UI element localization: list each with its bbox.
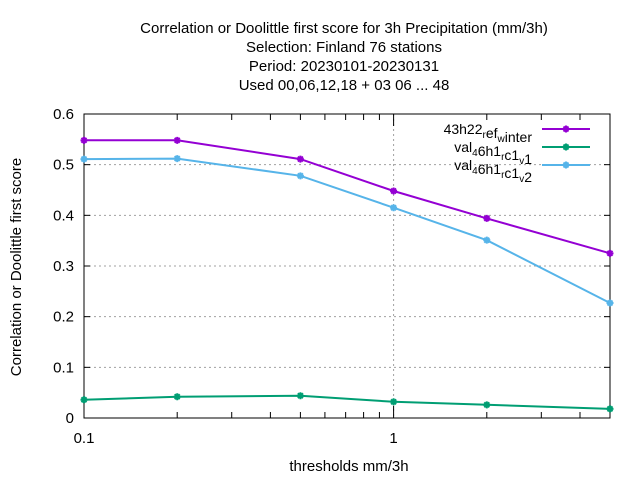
- series: [80, 136, 614, 413]
- legend-entry: val46h1rc1v2: [454, 157, 590, 185]
- axis-ticks: 00.10.20.30.40.50.60.1 1: [53, 106, 611, 447]
- data-point: [483, 214, 491, 222]
- data-point: [483, 401, 491, 409]
- data-point: [173, 393, 181, 401]
- series-1: [80, 136, 614, 257]
- y-tick-label: 0.5: [53, 157, 74, 174]
- data-point: [296, 155, 304, 163]
- data-point: [173, 155, 181, 163]
- series-line: [84, 139, 611, 255]
- x-axis-label: thresholds mm/3h: [289, 458, 408, 475]
- title-line: Selection: Finland 76 stations: [246, 39, 442, 56]
- data-point: [296, 172, 304, 180]
- series-3: [80, 155, 614, 307]
- title-line: Period: 20230101-20230131: [249, 58, 439, 75]
- data-point: [80, 155, 88, 163]
- data-point: [80, 396, 88, 404]
- legend-marker: [562, 125, 570, 133]
- x-tick-label: 1: [389, 430, 397, 447]
- series-line: [83, 394, 611, 410]
- legend-label: val46h1rc1v2: [454, 157, 532, 185]
- data-point: [390, 204, 398, 212]
- title-line: Used 00,06,12,18 + 03 06 ... 48: [239, 77, 450, 94]
- y-tick-label: 0: [66, 410, 74, 427]
- data-point: [80, 136, 88, 144]
- data-point: [606, 405, 614, 413]
- legend-label: 43h22refwinter: [444, 121, 533, 145]
- y-tick-label: 0.2: [53, 309, 74, 326]
- y-axis-label: Correlation or Doolittle first score: [8, 158, 25, 376]
- data-point: [606, 249, 614, 257]
- chart-title: Correlation or Doolittle first score for…: [140, 20, 548, 94]
- y-tick-label: 0.4: [53, 207, 74, 224]
- legend-marker: [562, 143, 570, 151]
- data-point: [173, 136, 181, 144]
- grid: [84, 114, 610, 418]
- data-point: [390, 187, 398, 195]
- data-point: [390, 398, 398, 406]
- x-tick-label: 0.1: [74, 430, 95, 447]
- y-tick-label: 0.1: [53, 359, 74, 376]
- legend-entry: val46h1rc1v1: [454, 139, 590, 167]
- legend-marker: [562, 161, 570, 169]
- y-tick-label: 0.6: [53, 106, 74, 123]
- y-tick-label: 0.3: [53, 258, 74, 275]
- legend-label: val46h1rc1v1: [454, 139, 532, 167]
- title-line: Correlation or Doolittle first score for…: [140, 20, 548, 37]
- data-point: [296, 392, 304, 400]
- legend-entry: 43h22refwinter: [444, 121, 590, 145]
- data-point: [606, 299, 614, 307]
- series-2: [80, 392, 614, 413]
- series-line: [83, 157, 611, 304]
- data-point: [483, 236, 491, 244]
